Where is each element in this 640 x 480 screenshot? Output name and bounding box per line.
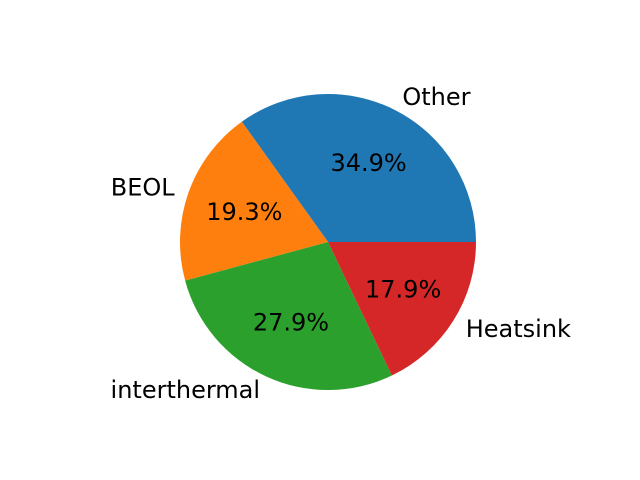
slice-label-other: Other	[402, 83, 470, 111]
pie-slice-heatsink	[328, 242, 476, 376]
pie-slice-beol	[179, 121, 328, 281]
slice-percent-beol: 19.3%	[206, 198, 282, 226]
slice-label-interthermal: interthermal	[111, 376, 261, 404]
slice-percent-other: 34.9%	[330, 149, 406, 177]
slice-percent-interthermal: 27.9%	[253, 309, 329, 337]
pie-slice-interthermal	[185, 242, 392, 391]
slice-percent-heatsink: 17.9%	[365, 275, 441, 303]
slice-label-beol: BEOL	[111, 173, 176, 201]
slice-label-heatsink: Heatsink	[466, 315, 571, 343]
pie-slice-other	[241, 94, 477, 242]
